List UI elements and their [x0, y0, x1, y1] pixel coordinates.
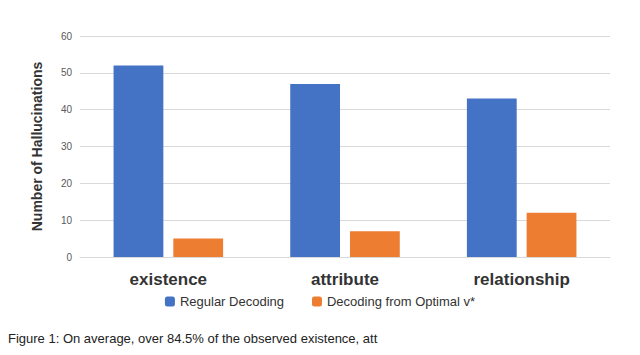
svg-text:10: 10 — [61, 215, 73, 226]
svg-text:40: 40 — [61, 104, 73, 115]
svg-text:existence: existence — [130, 270, 208, 289]
svg-text:20: 20 — [61, 178, 73, 189]
svg-text:Figure 1: On average, over 84.: Figure 1: On average, over 84.5% of the … — [8, 331, 378, 346]
svg-text:Regular Decoding: Regular Decoding — [180, 294, 284, 309]
svg-text:30: 30 — [61, 141, 73, 152]
svg-text:60: 60 — [61, 31, 73, 42]
svg-text:attribute: attribute — [311, 270, 379, 289]
svg-text:0: 0 — [66, 252, 72, 263]
svg-text:Decoding from Optimal v*: Decoding from Optimal v* — [327, 294, 475, 309]
svg-text:relationship: relationship — [473, 270, 569, 289]
svg-text:Number of Hallucinations: Number of Hallucinations — [29, 62, 45, 232]
svg-text:50: 50 — [61, 67, 73, 78]
